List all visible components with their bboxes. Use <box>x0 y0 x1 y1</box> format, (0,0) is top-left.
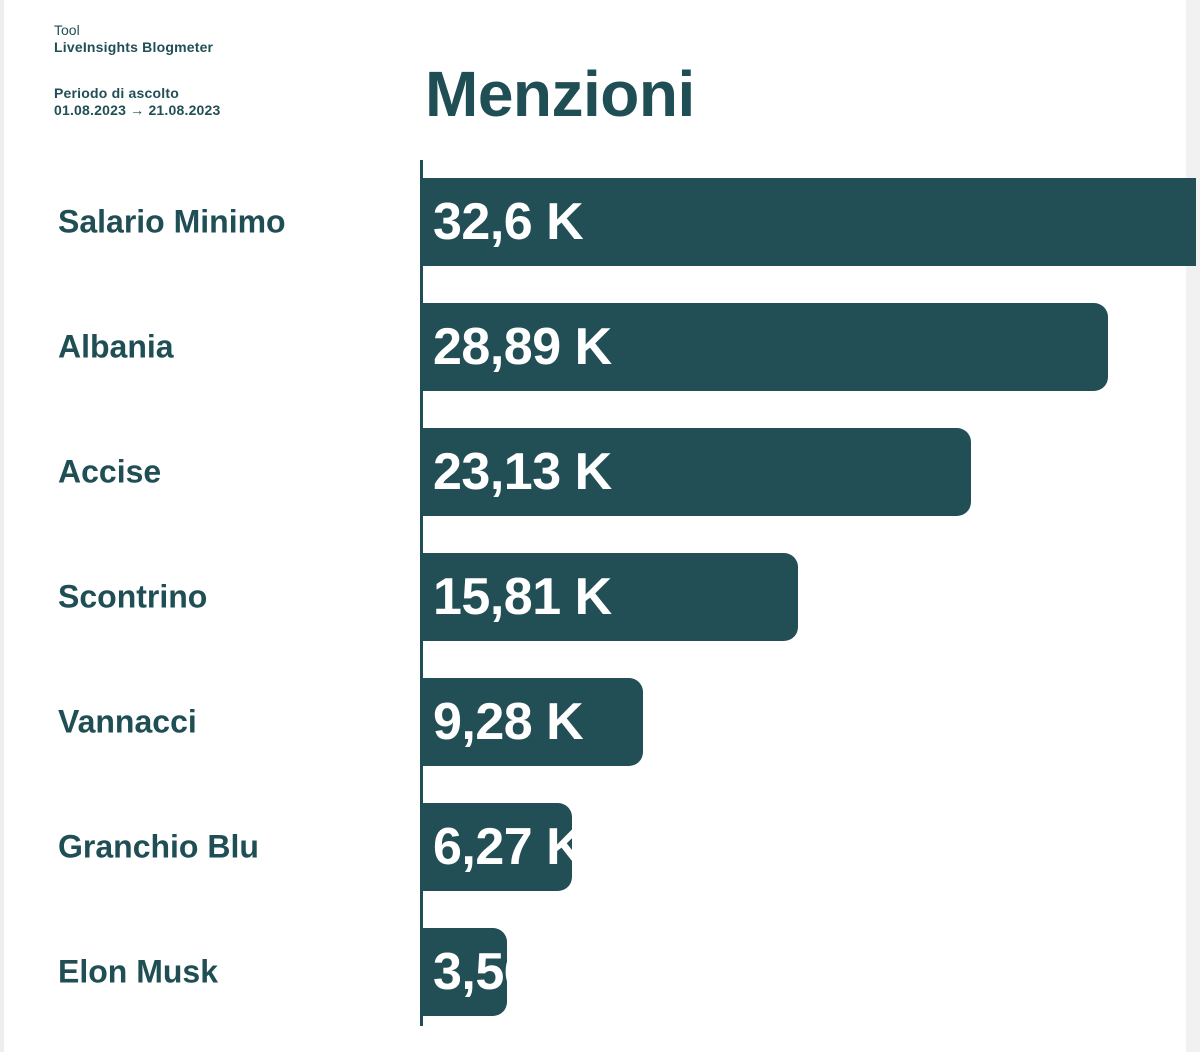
category-label: Albania <box>58 328 174 365</box>
category-label: Vannacci <box>58 703 197 740</box>
category-label: Scontrino <box>58 578 208 615</box>
bar <box>423 803 572 891</box>
bar <box>423 428 971 516</box>
bar-value-label: 15,81 K <box>433 568 612 626</box>
tool-name: LiveInsights Blogmeter <box>54 39 214 55</box>
bar-value-label: 3,56 K <box>433 943 584 1001</box>
period-info: Periodo di ascolto 01.08.2023 → 21.08.20… <box>54 85 221 119</box>
bar-value-label: 6,27 K <box>433 818 584 876</box>
bar-value-label: 23,13 K <box>433 443 612 501</box>
bar-value-label: 9,28 K <box>433 693 584 751</box>
bar <box>423 178 1196 266</box>
category-label: Salario Minimo <box>58 203 286 240</box>
tool-label: Tool <box>54 22 80 38</box>
period-range: 01.08.2023 → 21.08.2023 <box>54 102 221 118</box>
bar <box>423 303 1108 391</box>
chart-title: Menzioni <box>425 58 695 130</box>
category-label: Accise <box>58 453 162 490</box>
bar <box>423 553 798 641</box>
bar-value-label: 32,6 K <box>433 193 584 251</box>
category-label: Granchio Blu <box>58 828 259 865</box>
tool-info: Tool LiveInsights Blogmeter <box>54 22 213 56</box>
bar <box>423 678 643 766</box>
period-label: Periodo di ascolto <box>54 85 179 101</box>
bar-value-label: 28,89 K <box>433 318 612 376</box>
category-label: Elon Musk <box>58 953 219 990</box>
category-axis-line <box>420 160 423 1026</box>
bar <box>423 928 507 1016</box>
